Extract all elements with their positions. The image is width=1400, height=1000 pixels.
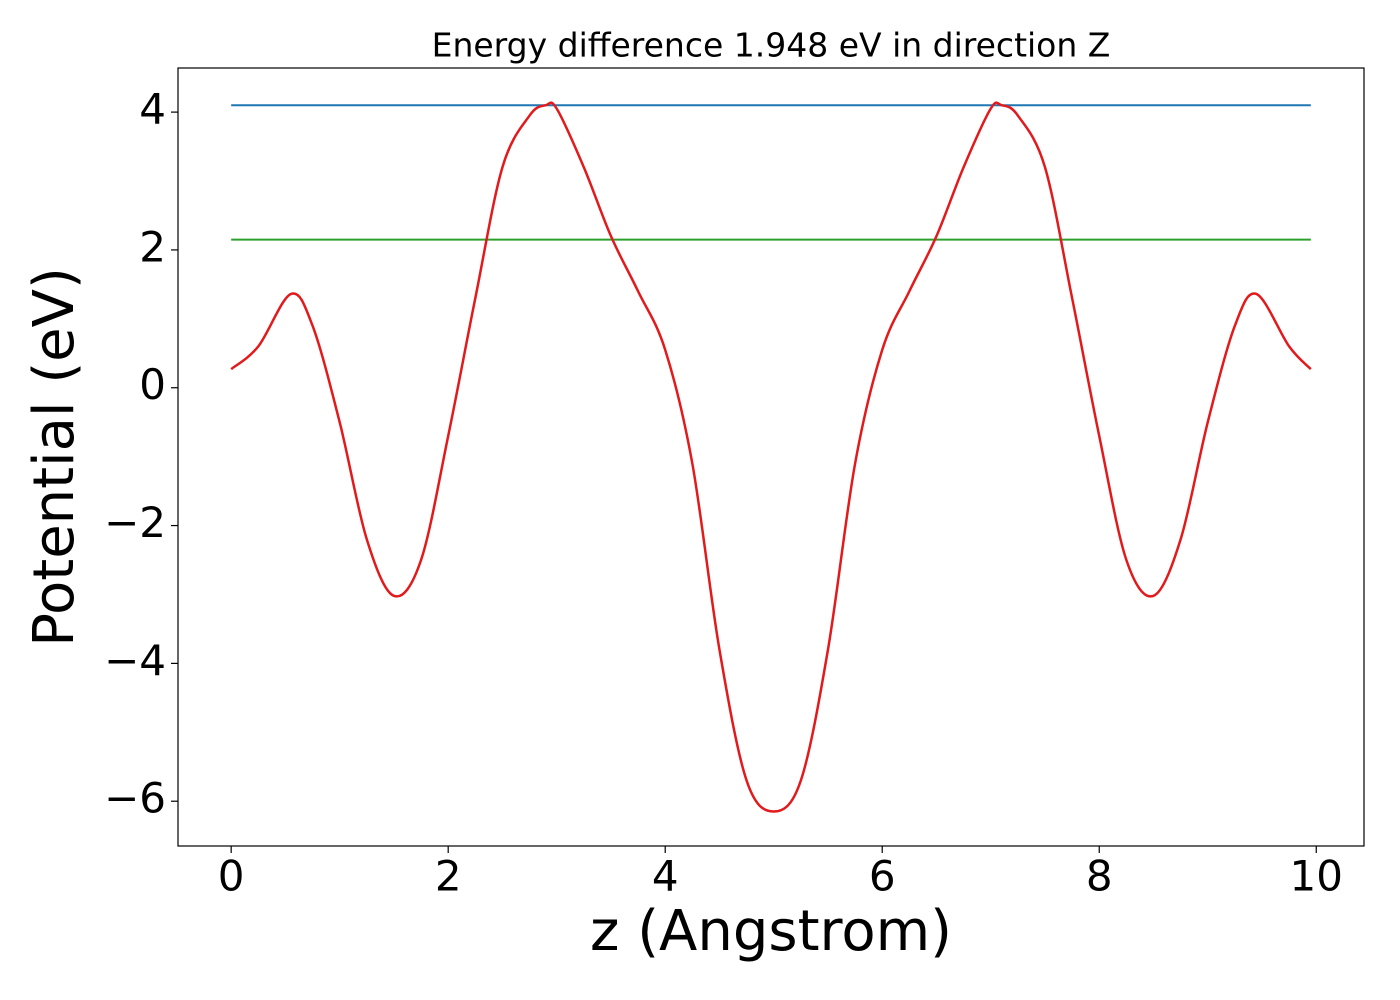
x-tick-label: 6 <box>869 852 896 901</box>
y-axis-label: Potential (eV) <box>22 267 87 647</box>
y-tick-label: 4 <box>139 85 166 134</box>
x-tick-label: 0 <box>218 852 245 901</box>
y-tick-label: −4 <box>104 636 166 685</box>
y-tick-label: −6 <box>104 774 166 823</box>
chart-title: Energy difference 1.948 eV in direction … <box>432 26 1111 65</box>
x-tick-label: 10 <box>1290 852 1343 901</box>
line-series <box>230 101 1312 813</box>
y-tick-label: 0 <box>139 360 166 409</box>
x-axis-label: z (Angstrom) <box>590 899 952 964</box>
y-tick-label: 2 <box>139 222 166 271</box>
y-tick-label: −2 <box>104 498 166 547</box>
x-tick-label: 8 <box>1086 852 1113 901</box>
x-tick-label: 4 <box>652 852 679 901</box>
x-tick-label: 2 <box>435 852 462 901</box>
plot-frame <box>177 67 1365 847</box>
